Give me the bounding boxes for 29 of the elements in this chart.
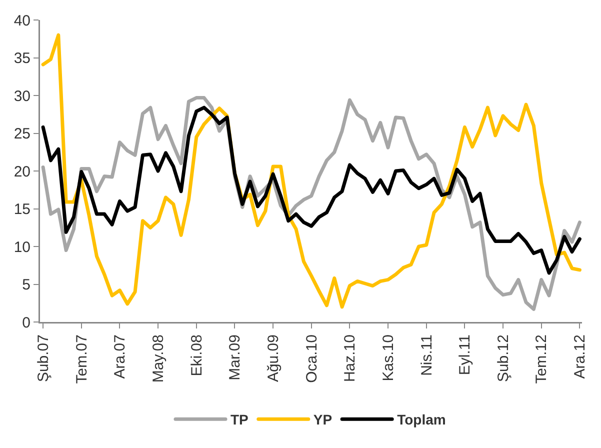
x-tick-label: Şub.12	[494, 334, 512, 382]
line-series	[41, 33, 582, 309]
y-tick-label: 35	[14, 50, 30, 67]
x-tick-label: Tem.07	[73, 334, 90, 384]
legend-label: TP	[230, 412, 248, 428]
y-tick-label: 0	[22, 314, 30, 332]
line-series	[41, 106, 582, 275]
x-tick-label: Haz.10	[342, 334, 359, 382]
x-tick-label: Şub.07	[34, 334, 52, 382]
y-tick-label: 30	[14, 88, 30, 105]
legend-label: YP	[313, 412, 332, 428]
x-tick-label: Eki.08	[188, 334, 206, 376]
y-tick-label: 20	[14, 163, 30, 180]
y-tick-label: 25	[14, 126, 30, 142]
y-tick-label: 5	[22, 276, 30, 294]
x-tick-label: Ağu.09	[264, 334, 282, 382]
y-tick-label: 40	[14, 12, 30, 30]
y-tick-label: 10	[14, 238, 30, 256]
x-tick-label: Eyl.11	[456, 334, 474, 376]
y-tick-label: 15	[14, 201, 30, 218]
x-tick-label: Oca.10	[303, 334, 320, 383]
x-tick-label: May.08	[150, 334, 167, 383]
x-tick-label: Ara.12	[572, 334, 589, 379]
x-tick-label: Mar.09	[226, 334, 244, 380]
x-tick-label: Tem.12	[533, 334, 550, 384]
legend-label: Toplam	[397, 412, 446, 428]
x-tick-label: Nis.11	[418, 334, 436, 376]
x-tick-label: Ara.07	[112, 334, 129, 379]
x-tick-label: Kas.10	[380, 334, 397, 382]
